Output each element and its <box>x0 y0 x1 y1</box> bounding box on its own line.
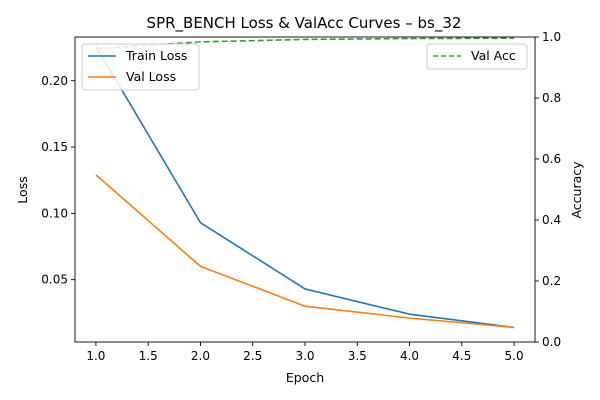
x-tick-label: 3.5 <box>348 349 367 363</box>
y-axis-right-label: Accuracy <box>569 161 584 219</box>
y-left-tick-label: 0.05 <box>41 273 68 287</box>
legend-left: Train Loss Val Loss <box>81 43 200 91</box>
x-tick-label: 2.0 <box>191 349 210 363</box>
series-line-val-acc <box>95 37 515 50</box>
chart-title: SPR_BENCH Loss & ValAcc Curves – bs_32 <box>147 14 462 33</box>
y-right-tick-label: 0.4 <box>542 213 561 227</box>
x-tick-label: 3.0 <box>295 349 314 363</box>
x-axis: 1.0 1.5 2.0 2.5 3.0 3.5 4.0 4.5 5.0 <box>86 342 524 363</box>
series-line-val-loss <box>95 174 515 329</box>
y-right-tick-label: 0.0 <box>542 335 561 349</box>
legend-label-val-loss: Val Loss <box>126 69 176 84</box>
y-axis-right: 0.0 0.2 0.4 0.6 0.8 1.0 <box>535 30 561 349</box>
x-tick-label: 5.0 <box>505 349 524 363</box>
x-tick-label: 1.5 <box>139 349 158 363</box>
y-right-tick-label: 0.2 <box>542 274 561 288</box>
x-tick-label: 4.5 <box>452 349 471 363</box>
legend-right: Val Acc <box>426 43 528 70</box>
legend-right-box <box>426 43 528 70</box>
y-left-tick-label: 0.10 <box>41 206 68 220</box>
y-right-tick-label: 0.8 <box>542 91 561 105</box>
legend-label-train-loss: Train Loss <box>125 48 187 63</box>
y-right-tick-label: 1.0 <box>542 30 561 44</box>
x-axis-label: Epoch <box>286 370 324 385</box>
x-tick-label: 2.5 <box>243 349 262 363</box>
y-left-tick-label: 0.15 <box>41 140 68 154</box>
series-line-train-loss <box>95 45 515 329</box>
series-layer <box>95 37 515 329</box>
x-tick-label: 4.0 <box>400 349 419 363</box>
y-left-tick-label: 0.20 <box>41 74 68 88</box>
y-axis-left: 0.05 0.10 0.15 0.20 <box>41 74 75 287</box>
legend-label-val-acc: Val Acc <box>471 48 516 63</box>
y-axis-left-label: Loss <box>15 176 30 203</box>
x-tick-label: 1.0 <box>86 349 105 363</box>
y-right-tick-label: 0.6 <box>542 152 561 166</box>
